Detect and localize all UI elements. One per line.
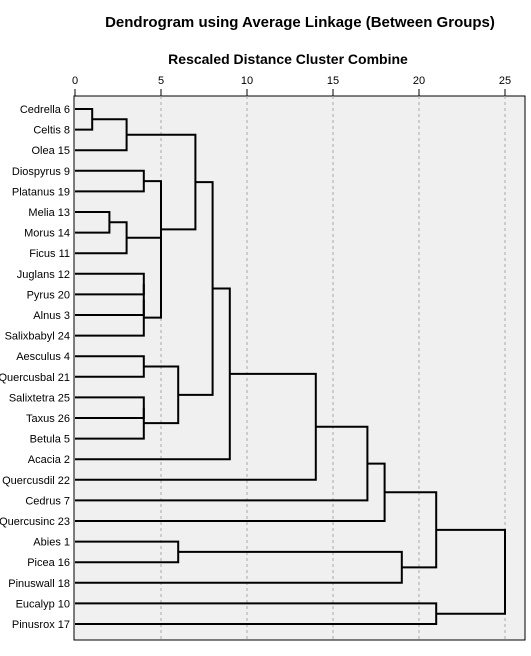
leaf-label: Diospyrus 9 xyxy=(12,166,70,178)
x-tick-label: 5 xyxy=(158,75,164,87)
leaf-label: Pinuswall 18 xyxy=(8,578,70,590)
leaf-label: Juglans 12 xyxy=(17,269,70,281)
leaf-label: Acacia 2 xyxy=(28,454,70,466)
x-tick-label: 0 xyxy=(72,75,78,87)
leaf-label: Abies 1 xyxy=(33,537,70,549)
x-tick-label: 20 xyxy=(413,75,425,87)
leaf-label: Quercusdil 22 xyxy=(2,475,70,487)
leaf-label: Salixtetra 25 xyxy=(9,392,70,404)
plot-area xyxy=(73,95,526,641)
leaf-label: Ficus 11 xyxy=(29,248,70,260)
leaf-label: Melia 13 xyxy=(28,207,70,219)
leaf-label: Quercusbal 21 xyxy=(0,372,70,384)
leaf-label: Pyrus 20 xyxy=(27,289,70,301)
x-tick-label: 15 xyxy=(327,75,339,87)
leaf-label: Alnus 3 xyxy=(33,310,70,322)
x-tick-label: 25 xyxy=(499,75,511,87)
leaf-label: Aesculus 4 xyxy=(16,351,70,363)
leaf-label: Morus 14 xyxy=(24,228,70,240)
dendrogram-link xyxy=(75,299,145,337)
leaf-label: Quercusinc 23 xyxy=(0,516,70,528)
chart-title: Dendrogram using Average Linkage (Betwee… xyxy=(105,14,495,31)
leaf-label: Taxus 26 xyxy=(26,413,70,425)
leaf-labels: Cedrella 6 Celtis 8 Olea 15 Diospyrus 9 Plat… xyxy=(0,104,70,631)
x-tick-label: 10 xyxy=(241,75,253,87)
leaf-label: Cedrus 7 xyxy=(25,495,70,507)
x-axis-ticks: 0 5 10 15 20 25 xyxy=(72,75,511,96)
leaf-label: Salixbabyl 24 xyxy=(5,331,70,343)
leaf-label: Betula 5 xyxy=(30,434,70,446)
leaf-label: Celtis 8 xyxy=(33,125,70,137)
leaf-label: Eucalyp 10 xyxy=(16,598,70,610)
leaf-label: Platanus 19 xyxy=(12,186,70,198)
leaf-label: Olea 15 xyxy=(31,145,70,157)
dendrogram-link xyxy=(75,407,145,440)
dendrogram-link xyxy=(143,180,162,278)
leaf-label: Pinusrox 17 xyxy=(12,619,70,631)
x-axis-label: Rescaled Distance Cluster Combine xyxy=(168,51,408,67)
dendrogram-links xyxy=(75,108,506,625)
leaf-label: Picea 16 xyxy=(27,557,70,569)
dendrogram-link xyxy=(436,528,506,615)
leaf-label: Cedrella 6 xyxy=(20,104,70,116)
